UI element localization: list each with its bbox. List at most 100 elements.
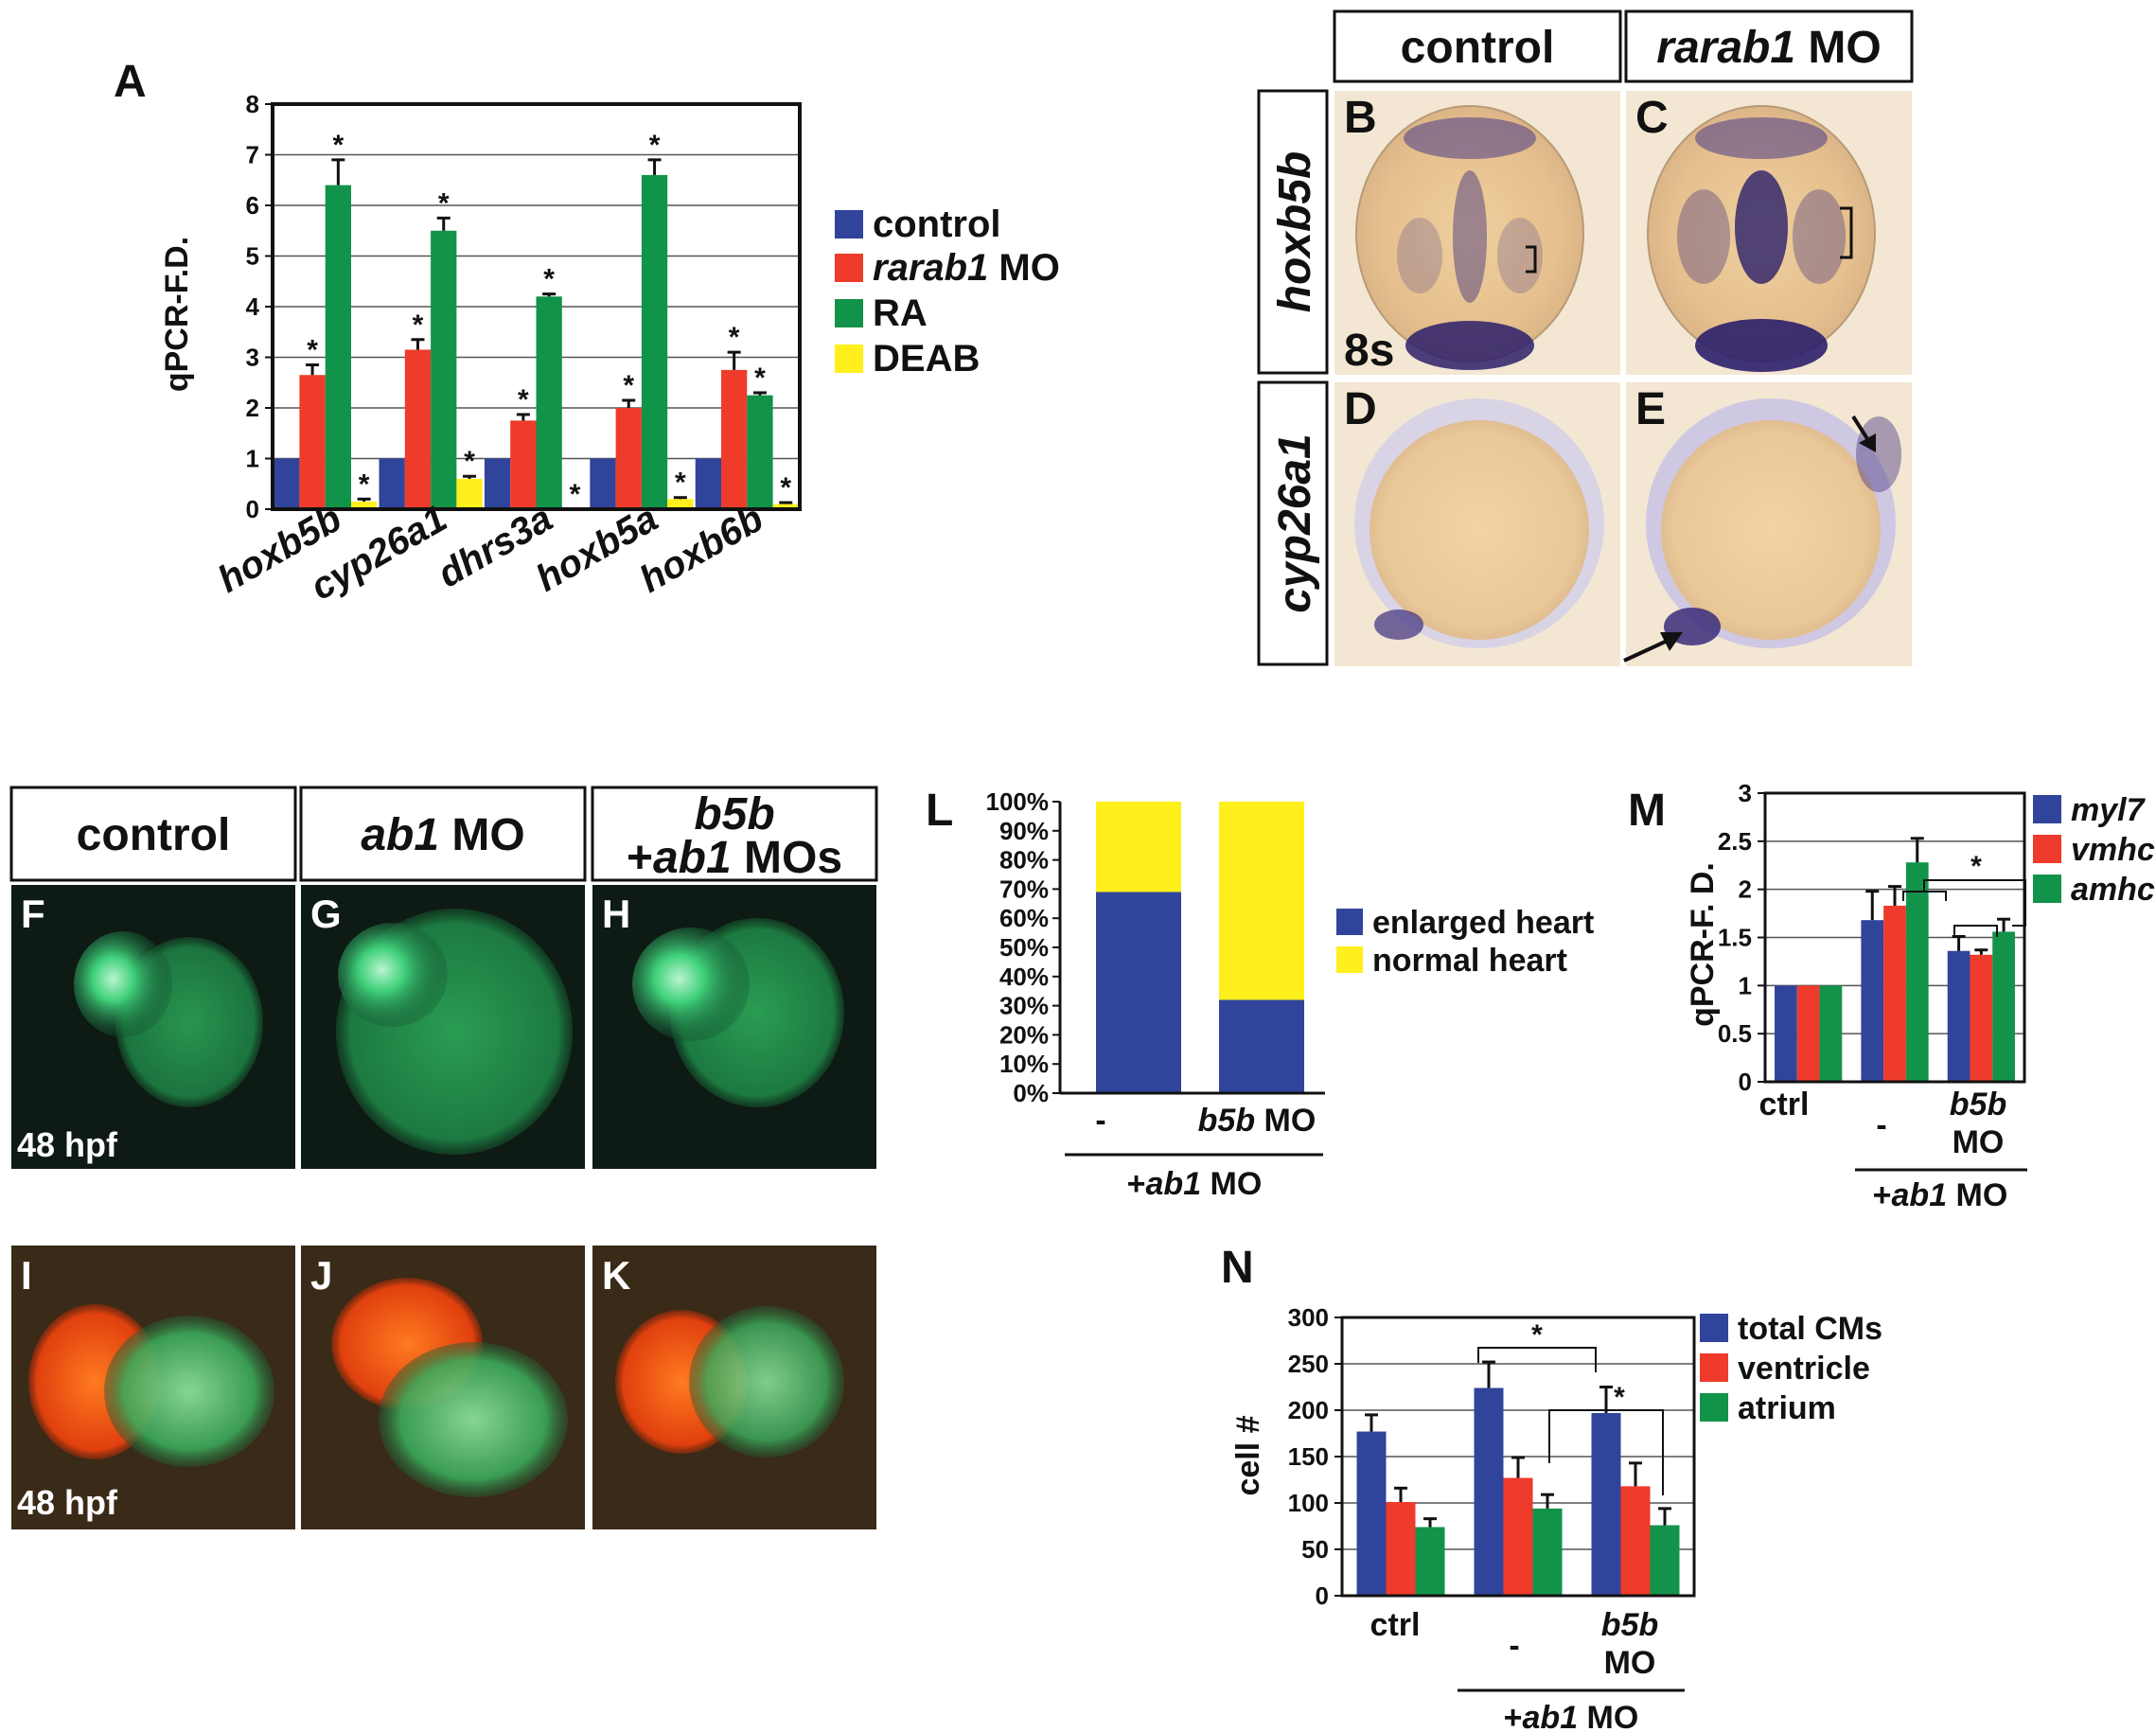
legend-swatch-normal-heart <box>1336 946 1363 973</box>
legend-swatch-vmhc <box>2033 835 2061 863</box>
chart-n-cat-b5b-mo: MO <box>1604 1645 1656 1681</box>
bar-m-b5b-myl7 <box>1947 950 1970 1082</box>
insitu-panels: control rarab1 MO hoxb5b cyp26a1 B 8s <box>1257 9 1914 666</box>
chart-m-group-gene: ab1 <box>1892 1177 1948 1213</box>
chart-n-ytick-label: 50 <box>1301 1535 1329 1564</box>
chart-n-asterisk-2: * <box>1614 1382 1625 1413</box>
chart-n-cat-minus: - <box>1509 1628 1519 1664</box>
legend-swatch-ventricle <box>1700 1353 1728 1382</box>
asterisk-a-hoxb5a-deab: * <box>675 468 686 499</box>
chart-m-ytick-label: 0 <box>1739 1068 1752 1096</box>
chart-n-ytick-label: 300 <box>1288 1303 1329 1332</box>
legend-label-ra: RA <box>873 292 928 334</box>
bar-l-b5b-enlarged-heart <box>1219 999 1304 1093</box>
bar-n-ctrl-total-cms <box>1356 1431 1387 1596</box>
bar-a-cyp26a1-ra <box>431 230 457 509</box>
chart-n-ytick-label: 150 <box>1288 1442 1329 1471</box>
asterisk-a-hoxb5b-ra: * <box>333 130 345 161</box>
asterisk-a-hoxb5a-rarab1-mo: * <box>623 370 634 401</box>
asterisk-a-hoxb6b-ra: * <box>754 362 766 394</box>
header-rarab1-mo: rarab1 MO <box>1656 23 1881 73</box>
chart-l-group-plus: + <box>1127 1166 1146 1202</box>
panel-label-c: C <box>1635 93 1669 143</box>
header-fk-ab1-mo: ab1 MO <box>361 810 524 860</box>
chart-l-ytick-label: 100% <box>986 787 1050 816</box>
chart-m-ytick-label: 1.5 <box>1718 924 1752 952</box>
chart-l-group-label: +ab1 MO <box>1127 1166 1263 1202</box>
chart-m-cat-b5b-mo: MO <box>1953 1124 2005 1160</box>
chart-n: N cell # 0 50 100 150 200 250 300 * * ctrl - b… <box>1221 1243 1882 1732</box>
panel-label-j: J <box>310 1253 332 1298</box>
chart-l-ytick-label: 90% <box>999 817 1049 845</box>
chart-a-ytick-label: 6 <box>246 191 259 220</box>
bar-n--ventricle <box>1503 1477 1533 1596</box>
image-f-control-green: F 48 hpf <box>11 885 295 1169</box>
chart-l: L 0%10%20%30%40%50%60%70%80%90%100% - b5… <box>926 786 1594 1202</box>
asterisk-a-hoxb5b-rarab1-mo: * <box>307 335 318 366</box>
chart-n-group-label: +ab1 MO <box>1504 1700 1639 1732</box>
chart-a-ytick-label: 3 <box>246 344 259 372</box>
bar-a-hoxb6b-rarab1-mo <box>721 369 748 509</box>
legend-label-myl7: myl7 <box>2071 792 2147 828</box>
legend-swatch-deab <box>835 345 863 373</box>
chart-a-ytick-label: 1 <box>246 445 259 473</box>
image-d-cyp26a1-control: D <box>1334 382 1620 666</box>
chart-l-ytick-label: 30% <box>999 992 1049 1020</box>
bar-m--vmhc <box>1883 905 1906 1082</box>
chart-m-ytick-label: 1 <box>1739 971 1752 999</box>
chart-m-ytick-label: 2.5 <box>1718 827 1752 856</box>
chart-a-ytick-label: 5 <box>246 242 259 271</box>
chart-m-group-label: +ab1 MO <box>1873 1177 2008 1213</box>
image-e-cyp26a1-rarab1: E <box>1623 382 1912 666</box>
legend-label-ventricle: ventricle <box>1738 1351 1870 1387</box>
bar-m-b5b-amhc <box>1992 931 2015 1082</box>
legend-swatch-control <box>835 210 863 239</box>
chart-m-asterisk: * <box>1970 851 1982 882</box>
chart-n-ytick-label: 0 <box>1316 1582 1329 1610</box>
header-rarab1-box <box>1624 9 1914 83</box>
chart-n-significance: * * <box>1477 1319 1664 1495</box>
chart-m-group-suffix: MO <box>1947 1177 2007 1213</box>
header-rarab1-gene: rarab1 <box>1656 23 1795 73</box>
panel-label-e: E <box>1635 384 1666 434</box>
bar-a-hoxb6b-deab <box>772 504 799 509</box>
bar-l--enlarged-heart <box>1096 892 1181 1093</box>
legend-swatch-ra <box>835 299 863 327</box>
row-hoxb5b-box <box>1257 89 1329 375</box>
header-fk-b5b-line1: b5b <box>694 789 774 839</box>
image-i-control-merge: I 48 hpf <box>11 1246 295 1529</box>
image-h-b5b-ab1-green: H <box>592 885 876 1169</box>
legend-label-amhc: amhc <box>2071 872 2155 908</box>
header-control: control <box>1401 23 1555 73</box>
legend-label-vmhc: vmhc <box>2071 832 2155 868</box>
asterisk-a-cyp26a1-deab: * <box>464 446 475 477</box>
legend-swatch-enlarged-heart <box>1336 909 1363 935</box>
chart-m-cat-minus: - <box>1876 1107 1886 1143</box>
panel-label-i: I <box>21 1253 32 1298</box>
chart-m-ytick-label: 2 <box>1739 875 1752 904</box>
legend-label-rarab1: rarab1 MO <box>873 247 1060 289</box>
chart-l-group-gene: ab1 <box>1146 1166 1202 1202</box>
chart-l-ytick-label: 50% <box>999 933 1049 962</box>
panel-label-d: D <box>1344 384 1377 434</box>
asterisk-a-cyp26a1-rarab1-mo: * <box>413 309 424 341</box>
panel-label-b: B <box>1344 93 1377 143</box>
chart-a-ytick-label: 7 <box>246 141 259 169</box>
panel-label-h: H <box>602 892 630 936</box>
row-cyp26a1-box <box>1257 380 1329 666</box>
bar-a-hoxb5b-ra <box>325 185 351 509</box>
panel-label-k: K <box>602 1253 630 1298</box>
chart-n-group-plus: + <box>1504 1700 1523 1732</box>
chart-n-group-gene: ab1 <box>1523 1700 1579 1732</box>
chart-l-cat-b5b-mo: b5b MO <box>1198 1103 1317 1139</box>
fluorescence-panels: control ab1 MO b5b +ab1 MOs F 48 hpf G H <box>9 786 878 1529</box>
legend-swatch-atrium <box>1700 1393 1728 1422</box>
chart-l-legend: enlarged heart normal heart <box>1336 905 1594 979</box>
bar-a-dhrs3a-rarab1-mo <box>510 420 537 509</box>
chart-a-ylabel: qPCR-F.D. <box>159 237 195 392</box>
header-fk-ab1-box <box>299 786 587 882</box>
chart-m-ylabel: qPCR-F. D. <box>1685 862 1721 1027</box>
bar-m--myl7 <box>1861 920 1884 1082</box>
image-k-b5b-ab1-merge: K <box>592 1246 876 1529</box>
legend-label-rarab1-gene: rarab1 <box>873 247 988 289</box>
